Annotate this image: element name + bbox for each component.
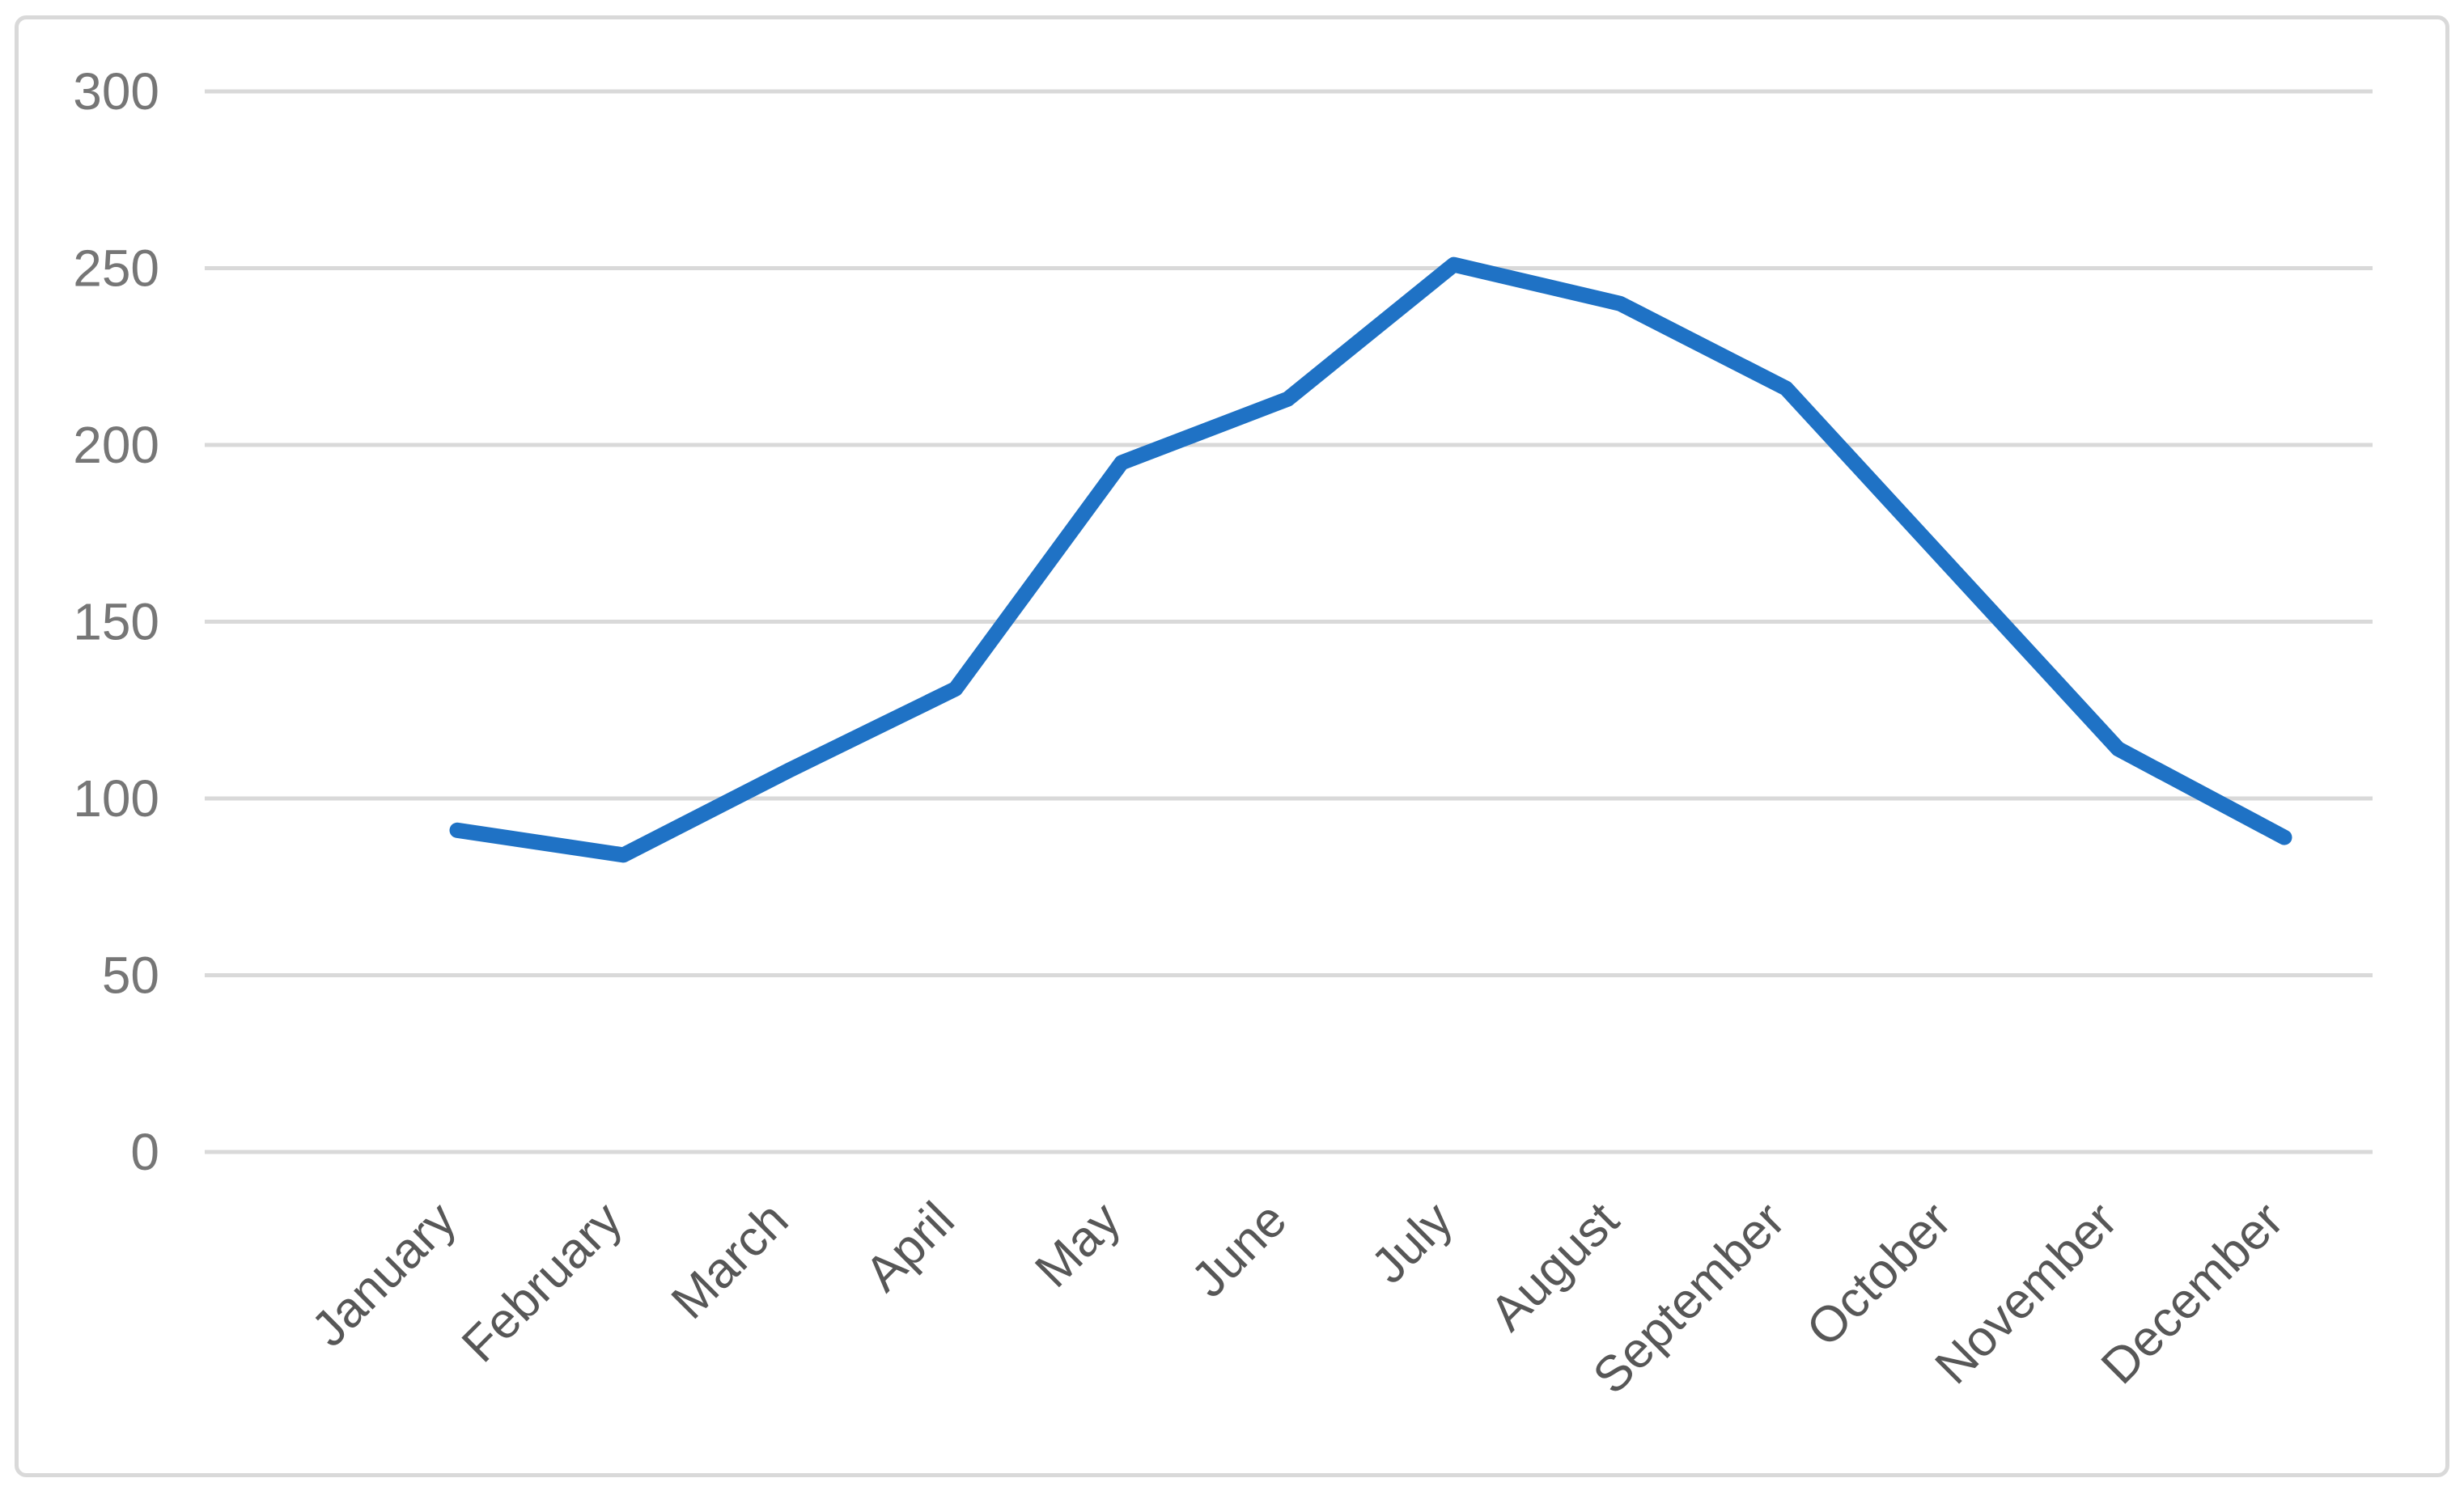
y-tick-label: 0 xyxy=(130,1123,159,1181)
x-category-label: May xyxy=(1024,1192,1131,1298)
x-category-label: October xyxy=(1796,1192,1962,1357)
series-line xyxy=(449,256,2292,863)
y-tick-label: 100 xyxy=(73,769,159,828)
x-category-label: April xyxy=(855,1192,965,1302)
y-tick-label: 300 xyxy=(73,62,159,121)
x-category-label: January xyxy=(301,1192,467,1357)
y-tick-label: 250 xyxy=(73,239,159,298)
y-tick-label: 50 xyxy=(102,947,159,1005)
x-category-label: July xyxy=(1361,1192,1464,1294)
chart-border xyxy=(15,15,2449,1477)
x-category-label: February xyxy=(452,1192,633,1373)
y-tick-label: 150 xyxy=(73,593,159,651)
x-category-label: August xyxy=(1480,1192,1630,1341)
x-category-label: December xyxy=(2091,1192,2294,1395)
y-tick-label: 200 xyxy=(73,416,159,474)
x-category-label: March xyxy=(661,1192,799,1330)
x-category-label: November xyxy=(1925,1192,2128,1395)
x-category-label: June xyxy=(1181,1192,1297,1308)
